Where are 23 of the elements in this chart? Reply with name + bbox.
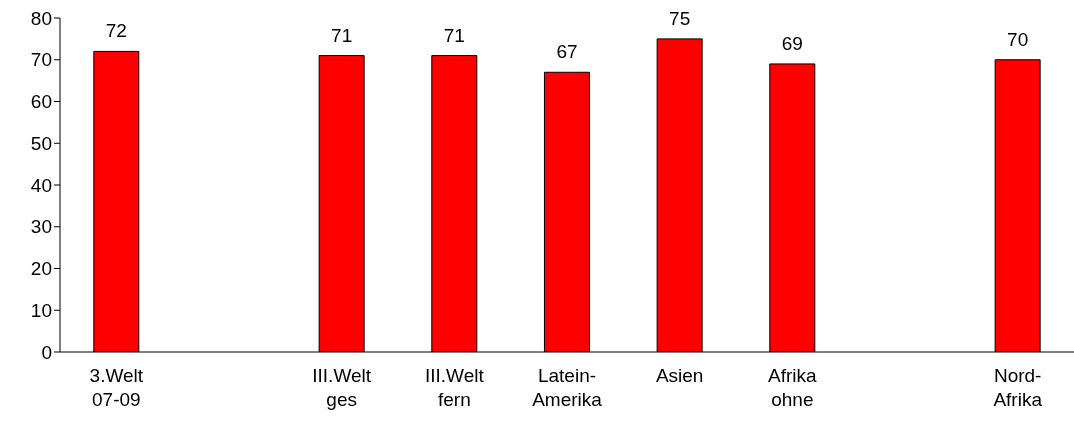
x-tick-label: Nord- Afrika — [993, 365, 1043, 410]
data-label: 75 — [669, 7, 691, 29]
y-tick-label: 0 — [41, 341, 52, 363]
x-tick-label: Asien — [655, 365, 704, 386]
y-tick-label: 10 — [30, 299, 52, 321]
data-label: 72 — [105, 20, 127, 42]
x-tick-label: 3.Welt 07-09 — [89, 365, 144, 410]
y-tick-label: 30 — [30, 216, 52, 238]
data-label: 70 — [1007, 28, 1029, 50]
data-label: 69 — [781, 32, 803, 54]
data-label: 71 — [331, 24, 353, 46]
y-tick-label: 50 — [30, 132, 52, 154]
y-tick-label: 70 — [30, 49, 52, 71]
y-tick-label: 60 — [30, 91, 52, 113]
x-tick-label: III.Welt ges — [312, 365, 372, 410]
data-label: 71 — [443, 24, 465, 46]
x-tick-label: Latein- Amerika — [532, 365, 603, 410]
x-tick-label: III.Welt fern — [424, 365, 485, 410]
data-label: 67 — [556, 41, 578, 63]
y-tick-label: 80 — [30, 7, 52, 29]
y-tick-label: 20 — [30, 258, 52, 280]
y-tick-label: 40 — [30, 174, 52, 196]
x-tick-label: Afrika ohne — [768, 365, 818, 410]
